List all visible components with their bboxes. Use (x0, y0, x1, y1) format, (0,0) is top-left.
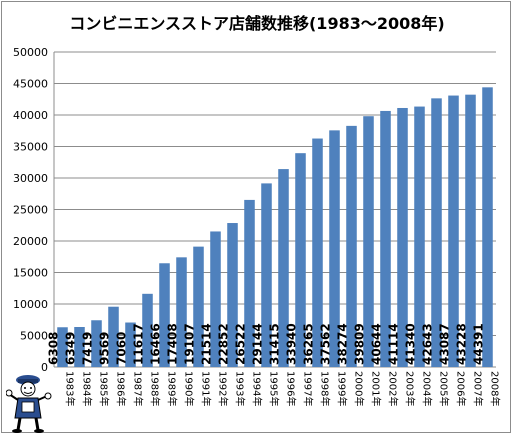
bar (193, 246, 204, 367)
data-label: 9569 (98, 332, 112, 365)
y-tick-label: 10000 (13, 298, 48, 311)
bar (448, 95, 459, 367)
data-label: 31415 (268, 323, 282, 365)
bar (278, 169, 289, 367)
x-tick-label: 1990年 (183, 371, 196, 406)
y-tick-labels: 0 5000 10000 15000 20000 25000 30000 35000 40000… (13, 46, 48, 374)
data-label: 42643 (421, 323, 435, 365)
data-label: 43087 (438, 323, 452, 365)
data-label: 38274 (336, 323, 350, 365)
data-label: 19107 (183, 323, 197, 365)
data-label: 17408 (166, 323, 180, 365)
y-tick-label: 40000 (13, 109, 48, 122)
data-label: 37562 (319, 323, 333, 365)
bars (57, 87, 493, 368)
x-tick-label: 1985年 (98, 371, 111, 406)
data-label: 7060 (115, 332, 129, 365)
x-tick-label: 2003年 (404, 371, 417, 406)
bar (312, 138, 323, 367)
y-tick-label: 35000 (13, 141, 48, 154)
bar (397, 107, 408, 367)
data-label: 44391 (472, 323, 486, 365)
bar (465, 94, 476, 367)
x-tick-label: 1993年 (234, 371, 247, 406)
data-label: 16466 (149, 323, 163, 365)
data-label: 21514 (200, 323, 214, 365)
x-tick-label: 1997年 (302, 371, 315, 406)
data-label: 36265 (302, 323, 316, 365)
x-tick-label: 1995年 (268, 371, 281, 406)
data-label: 29144 (251, 323, 265, 365)
data-label: 26522 (234, 323, 248, 365)
bar (142, 293, 153, 367)
bar (159, 263, 170, 367)
x-tick-label: 2005年 (438, 371, 451, 406)
x-tick-label: 1994年 (251, 371, 264, 406)
data-label: 6349 (64, 332, 78, 365)
x-tick-label: 2000年 (353, 371, 366, 406)
bar (210, 231, 221, 367)
data-label: 43228 (455, 323, 469, 365)
x-tick-label: 2004年 (421, 371, 434, 406)
bar (57, 327, 68, 367)
data-label: 7419 (81, 332, 95, 365)
data-label: 40644 (370, 323, 384, 365)
x-tick-label: 1996年 (285, 371, 298, 406)
data-label: 33940 (285, 323, 299, 365)
grid-lines (54, 51, 496, 336)
bar (74, 327, 85, 367)
y-tick-label: 0 (41, 361, 48, 374)
x-tick-label: 1986年 (115, 371, 128, 406)
bar (176, 257, 187, 367)
bar (431, 98, 442, 368)
x-tick-label: 1989年 (166, 371, 179, 406)
data-label: 41340 (404, 323, 418, 365)
bar (482, 87, 493, 367)
bar (227, 223, 238, 367)
x-tick-label: 1999年 (336, 371, 349, 406)
bar (125, 322, 136, 367)
bar (91, 320, 102, 367)
x-tick-labels: 1983年 1984年 1985年 1986年 1987年 1988年 1989年 1990年… (64, 371, 502, 406)
y-tick-label: 15000 (13, 267, 48, 280)
data-label: 22852 (217, 323, 231, 365)
mascot-icon (6, 375, 52, 433)
data-label: 41114 (387, 323, 401, 365)
x-tick-label: 2002年 (387, 371, 400, 406)
bar (414, 106, 425, 368)
x-tick-label: 1987年 (132, 371, 145, 406)
y-tick-label: 45000 (13, 78, 48, 91)
y-tick-label: 50000 (13, 46, 48, 59)
x-tick-label: 2007年 (472, 371, 485, 406)
bar (295, 153, 306, 367)
bar (108, 306, 119, 367)
x-tick-label: 2006年 (455, 371, 468, 406)
y-tick-label: 25000 (13, 204, 48, 217)
data-label: 39809 (353, 323, 367, 365)
bar (380, 110, 391, 367)
y-tick-label: 20000 (13, 235, 48, 248)
bar (261, 183, 272, 367)
x-tick-label: 2001年 (370, 371, 383, 406)
data-labels: 6308 6349 7419 9569 7060 11617 16466 17408 19107… (47, 323, 486, 365)
data-label: 11617 (132, 323, 146, 365)
bar (363, 116, 374, 367)
y-tick-label: 30000 (13, 172, 48, 185)
chart-title: コンビニエンスストア店舗数推移(1983～2008年) (69, 14, 445, 33)
data-label: 6308 (47, 332, 61, 365)
x-tick-label: 1991年 (200, 371, 213, 406)
x-tick-label: 1984年 (81, 371, 94, 406)
x-tick-label: 1983年 (64, 371, 77, 406)
x-tick-label: 2008年 (489, 371, 502, 406)
bar (329, 130, 340, 367)
bar (244, 199, 255, 367)
x-tick-label: 1992年 (217, 371, 230, 406)
x-tick-label: 1988年 (149, 371, 162, 406)
y-tick-label: 5000 (20, 330, 48, 343)
x-tick-label: 1998年 (319, 371, 332, 406)
bar (346, 125, 357, 367)
